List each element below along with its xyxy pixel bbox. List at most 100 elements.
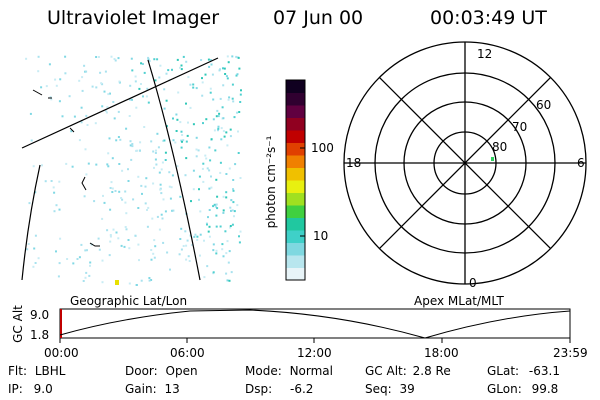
emission-pixel: [143, 126, 146, 128]
emission-pixel: [124, 190, 127, 193]
emission-pixel: [235, 55, 238, 58]
emission-pixel: [224, 230, 227, 233]
emission-pixel: [101, 281, 104, 284]
emission-pixel: [203, 276, 206, 279]
emission-pixel: [204, 154, 207, 157]
emission-pixel: [193, 235, 196, 238]
emission-pixel: [228, 96, 231, 99]
emission-pixel: [155, 163, 158, 166]
mlt-label-0: 0: [469, 276, 477, 290]
emission-pixel: [101, 259, 104, 262]
emission-pixel: [80, 243, 83, 246]
emission-pixel: [70, 130, 73, 133]
emission-pixel: [220, 138, 223, 141]
colorbar-cell: [286, 117, 305, 131]
geographic-label: Geographic Lat/Lon: [70, 294, 188, 308]
emission-pixel: [236, 111, 239, 114]
x-ticks: [59, 338, 571, 343]
emission-pixel: [179, 238, 182, 240]
info-flt-value: LBHL: [34, 364, 66, 378]
emission-pixel: [54, 78, 57, 81]
emission-pixel: [58, 262, 61, 265]
emission-pixel: [154, 245, 157, 248]
emission-pixel: [118, 163, 121, 165]
emission-pixel: [230, 271, 233, 274]
emission-pixel: [84, 148, 87, 151]
emission-pixel: [215, 249, 218, 252]
info-glat: GLat: -63.1: [487, 364, 560, 378]
emission-pixel: [124, 226, 127, 228]
emission-pixel: [30, 139, 33, 142]
colorbar-cell: [286, 92, 305, 106]
emission-pixel: [195, 136, 198, 139]
emission-pixel: [144, 185, 147, 188]
emission-pixel: [176, 118, 179, 121]
emission-pixel: [208, 187, 211, 190]
emission-pixel: [99, 71, 102, 74]
emission-pixel: [84, 276, 87, 279]
colorbar-tick-100: 100: [311, 141, 334, 155]
emission-pixel: [198, 198, 200, 201]
emission-pixel: [29, 112, 32, 115]
emission-pixel: [196, 238, 199, 241]
emission-pixel: [200, 59, 203, 61]
emission-pixel: [123, 245, 126, 248]
emission-pixel: [217, 125, 220, 128]
emission-pixel: [217, 129, 219, 132]
emission-pixel: [156, 132, 159, 135]
colorbar-unit-label: photon cm⁻²s⁻¹: [264, 135, 278, 229]
colorbar-cell: [286, 267, 305, 281]
time-label: 00:03:49 UT: [430, 7, 547, 29]
emission-pixel: [97, 237, 100, 240]
emission-pixel: [216, 195, 219, 198]
emission-pixel: [154, 158, 157, 161]
emission-pixel: [112, 101, 115, 103]
colorbar-tick-10: 10: [313, 229, 329, 243]
lat-line: [21, 57, 219, 149]
emission-pixel: [80, 106, 83, 109]
emission-pixel: [187, 255, 190, 258]
emission-pixel: [227, 61, 230, 64]
emission-pixel: [106, 163, 109, 166]
emission-pixel: [175, 113, 178, 116]
emission-pixel: [86, 124, 89, 126]
emission-pixel: [58, 208, 61, 211]
emission-pixel: [230, 199, 233, 202]
emission-pixel: [175, 130, 178, 132]
emission-pixel: [237, 130, 239, 133]
emission-pixel: [66, 258, 69, 260]
emission-pixel: [135, 106, 138, 109]
emission-pixel: [94, 122, 97, 125]
info-gain-value: 13: [164, 382, 180, 396]
emission-pixel: [25, 57, 28, 60]
emission-pixel: [235, 74, 238, 77]
info-mode: Mode: Normal: [245, 364, 333, 378]
emission-pixel: [196, 235, 199, 238]
emission-pixel: [208, 169, 211, 172]
emission-pixel: [208, 235, 211, 238]
emission-pixel: [223, 135, 226, 138]
emission-pixel: [208, 209, 211, 211]
emission-pixel: [168, 185, 171, 188]
emission-pixel: [68, 95, 71, 98]
emission-pixel: [225, 272, 228, 275]
emission-pixel: [134, 80, 137, 83]
emission-pixel: [185, 157, 188, 160]
emission-pixel: [208, 146, 211, 149]
emission-pixel: [128, 247, 131, 250]
emission-pixel: [107, 152, 110, 155]
emission-pixel: [151, 217, 154, 220]
emission-pixel: [64, 55, 67, 58]
emission-pixel: [213, 203, 216, 206]
emission-pixel: [125, 127, 128, 130]
altitude-plot: [59, 308, 571, 343]
emission-pixel: [112, 228, 115, 231]
emission-pixel: [58, 180, 61, 183]
emission-pixel: [177, 91, 180, 94]
emission-pixel: [113, 117, 116, 120]
emission-pixel: [37, 70, 40, 73]
emission-pixel: [204, 73, 207, 76]
emission-pixel: [128, 115, 131, 117]
emission-pixel: [232, 179, 235, 181]
